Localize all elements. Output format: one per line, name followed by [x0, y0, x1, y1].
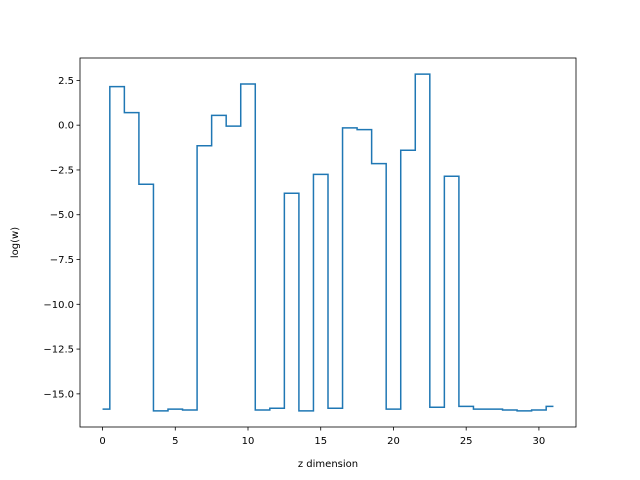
x-tick-label: 30 [533, 436, 546, 447]
y-tick-label: 2.5 [58, 76, 74, 87]
x-axis: 0 5 10 15 20 25 30 [99, 427, 545, 447]
y-axis-label: log(w) [10, 227, 21, 258]
plot-layer [102, 73, 554, 412]
y-axis: 2.5 0.0 −2.5 −5.0 −7.5 −10.0 −12.5 −15.0 [43, 76, 80, 400]
y-tick-label: −5.0 [50, 210, 74, 221]
x-tick-label: 10 [242, 436, 255, 447]
y-tick-label: −2.5 [50, 165, 74, 176]
x-tick-label: 5 [172, 436, 178, 447]
x-tick-label: 0 [99, 436, 105, 447]
y-tick-label: −15.0 [43, 389, 74, 400]
x-axis-label: z dimension [298, 459, 358, 470]
x-tick-label: 20 [387, 436, 400, 447]
x-tick-label: 15 [314, 436, 327, 447]
axes-frame [79, 57, 577, 428]
x-tick-label: 25 [460, 436, 473, 447]
y-tick-label: 0.0 [58, 121, 74, 132]
y-tick-label: −12.5 [43, 345, 74, 356]
y-tick-label: −10.0 [43, 300, 74, 311]
series-line-0 [102, 73, 554, 412]
y-tick-label: −7.5 [50, 255, 74, 266]
